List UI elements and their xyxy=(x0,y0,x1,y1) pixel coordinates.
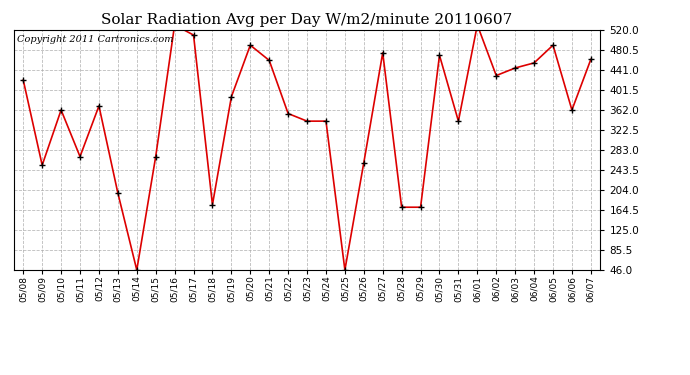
Text: Copyright 2011 Cartronics.com: Copyright 2011 Cartronics.com xyxy=(17,35,173,44)
Title: Solar Radiation Avg per Day W/m2/minute 20110607: Solar Radiation Avg per Day W/m2/minute … xyxy=(101,13,513,27)
